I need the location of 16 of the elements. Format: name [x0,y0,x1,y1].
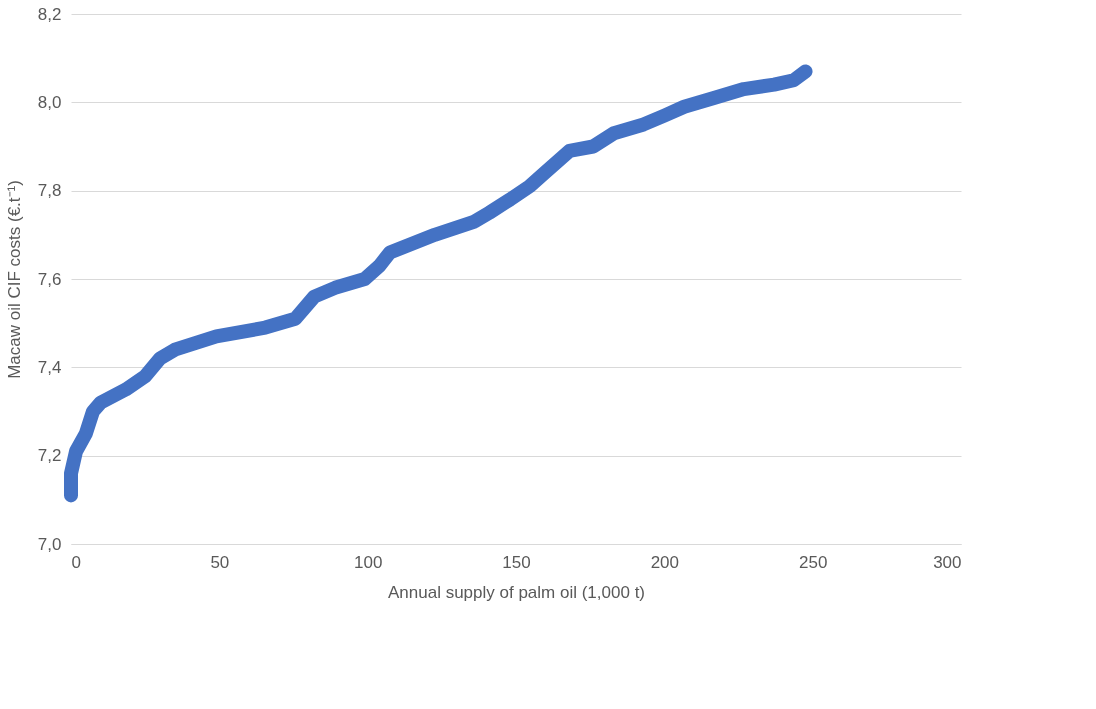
x-tick-label: 150 [502,552,531,572]
x-tick-label: 300 [933,552,962,572]
x-tick-label: 100 [353,552,383,572]
y-tick-label: 7,6 [37,269,62,289]
y-tick-label: 7,4 [37,357,62,377]
x-tick-label: 200 [650,552,680,572]
x-tick-label: 250 [798,552,828,572]
x-axis-title: Annual supply of palm oil (1,000 t) [387,582,646,602]
y-tick-label: 7,8 [37,181,62,201]
y-tick-label: 7,0 [37,534,62,554]
x-tick-label: 50 [210,552,230,572]
y-tick-label: 8,0 [37,92,62,112]
y-tick-label: 7,2 [37,446,62,466]
y-tick-label: 8,2 [37,4,62,24]
y-axis-title: Macaw oil CIF costs (€.t⁻¹) [4,180,24,379]
x-tick-label: 0 [71,552,81,572]
